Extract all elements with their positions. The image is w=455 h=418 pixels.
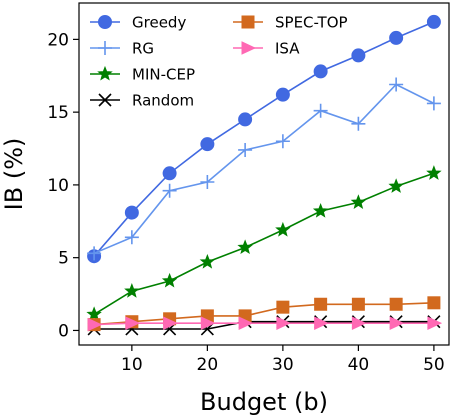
y-tick-label: 15 (47, 103, 69, 123)
data-point (313, 103, 328, 118)
data-point (200, 175, 215, 190)
legend-label: Greedy (132, 14, 186, 32)
data-point (389, 316, 405, 330)
series-line (94, 302, 434, 326)
series-line (94, 320, 434, 330)
data-point (162, 183, 177, 198)
series-line (93, 21, 435, 257)
data-point (86, 306, 102, 321)
data-point (388, 178, 404, 193)
data-point (314, 297, 328, 311)
x-tick-label: 10 (121, 355, 143, 375)
legend-marker (241, 15, 255, 29)
x-tick-label: 30 (272, 355, 294, 375)
legend-label: Random (132, 92, 194, 110)
legend-item: MIN-CEP (90, 66, 195, 84)
series-rg (87, 77, 441, 261)
x-tick-label: 20 (197, 355, 219, 375)
legend-item: ISA (233, 40, 300, 58)
data-point (124, 205, 139, 220)
legend-item: RG (90, 40, 154, 58)
legend-label: RG (132, 40, 154, 58)
data-point (351, 116, 366, 131)
data-point (238, 112, 253, 127)
data-point (125, 316, 141, 330)
x-axis-label: Budget (b) (200, 388, 328, 416)
legend-label: MIN-CEP (132, 66, 195, 84)
y-axis: 0 5 10 15 20 (47, 30, 79, 341)
data-point (200, 137, 215, 152)
data-point (427, 296, 441, 310)
data-point (426, 165, 442, 180)
data-point (162, 166, 177, 181)
data-point (275, 87, 290, 102)
legend-marker (241, 41, 257, 55)
legend-item: Greedy (90, 14, 186, 32)
data-point (350, 194, 367, 209)
data-point (351, 48, 366, 63)
y-tick-label: 20 (47, 30, 69, 50)
data-point (426, 96, 441, 111)
legend-label: SPEC-TOP (275, 14, 348, 32)
legend-item: Random (90, 92, 194, 110)
data-point (276, 316, 292, 330)
series-line (93, 83, 435, 255)
y-tick-label: 5 (58, 249, 69, 269)
series-layer (86, 14, 443, 336)
data-point (389, 77, 404, 92)
x-axis: 10 20 30 40 50 (121, 345, 445, 375)
data-point (389, 297, 403, 311)
data-point (124, 283, 140, 298)
legend-marker (98, 41, 112, 55)
data-point (87, 317, 103, 332)
data-point (124, 230, 139, 245)
legend-item: SPEC-TOP (233, 14, 348, 32)
series-greedy (87, 14, 441, 264)
x-tick-label: 50 (423, 355, 445, 375)
data-point (161, 272, 178, 288)
legend: Greedy RG MIN-CEP Random SPEC-TOP ISA (90, 14, 348, 110)
data-point (426, 14, 441, 29)
data-point (427, 316, 443, 330)
data-point (275, 134, 290, 149)
data-point (314, 316, 329, 330)
y-tick-label: 0 (58, 321, 69, 341)
series-isa (87, 316, 443, 332)
data-point (276, 300, 290, 314)
legend-marker (97, 65, 113, 81)
data-point (389, 30, 404, 45)
y-axis-label: IB (%) (0, 138, 28, 211)
series-line (93, 172, 435, 316)
data-point (312, 202, 329, 218)
data-point (238, 316, 254, 330)
data-point (87, 246, 102, 261)
data-point (313, 64, 328, 79)
x-tick-label: 40 (348, 355, 370, 375)
data-point (275, 221, 291, 237)
legend-label: ISA (275, 40, 300, 58)
data-point (200, 316, 216, 330)
legend-marker (98, 15, 112, 29)
data-point (238, 142, 253, 157)
data-point (351, 316, 367, 330)
legend-marker (98, 93, 112, 107)
series-min-cep (86, 165, 442, 321)
data-point (199, 253, 216, 269)
data-point (163, 316, 178, 330)
y-tick-label: 10 (47, 176, 69, 196)
series-line (94, 322, 434, 326)
data-point (351, 297, 365, 311)
data-point (237, 239, 253, 255)
